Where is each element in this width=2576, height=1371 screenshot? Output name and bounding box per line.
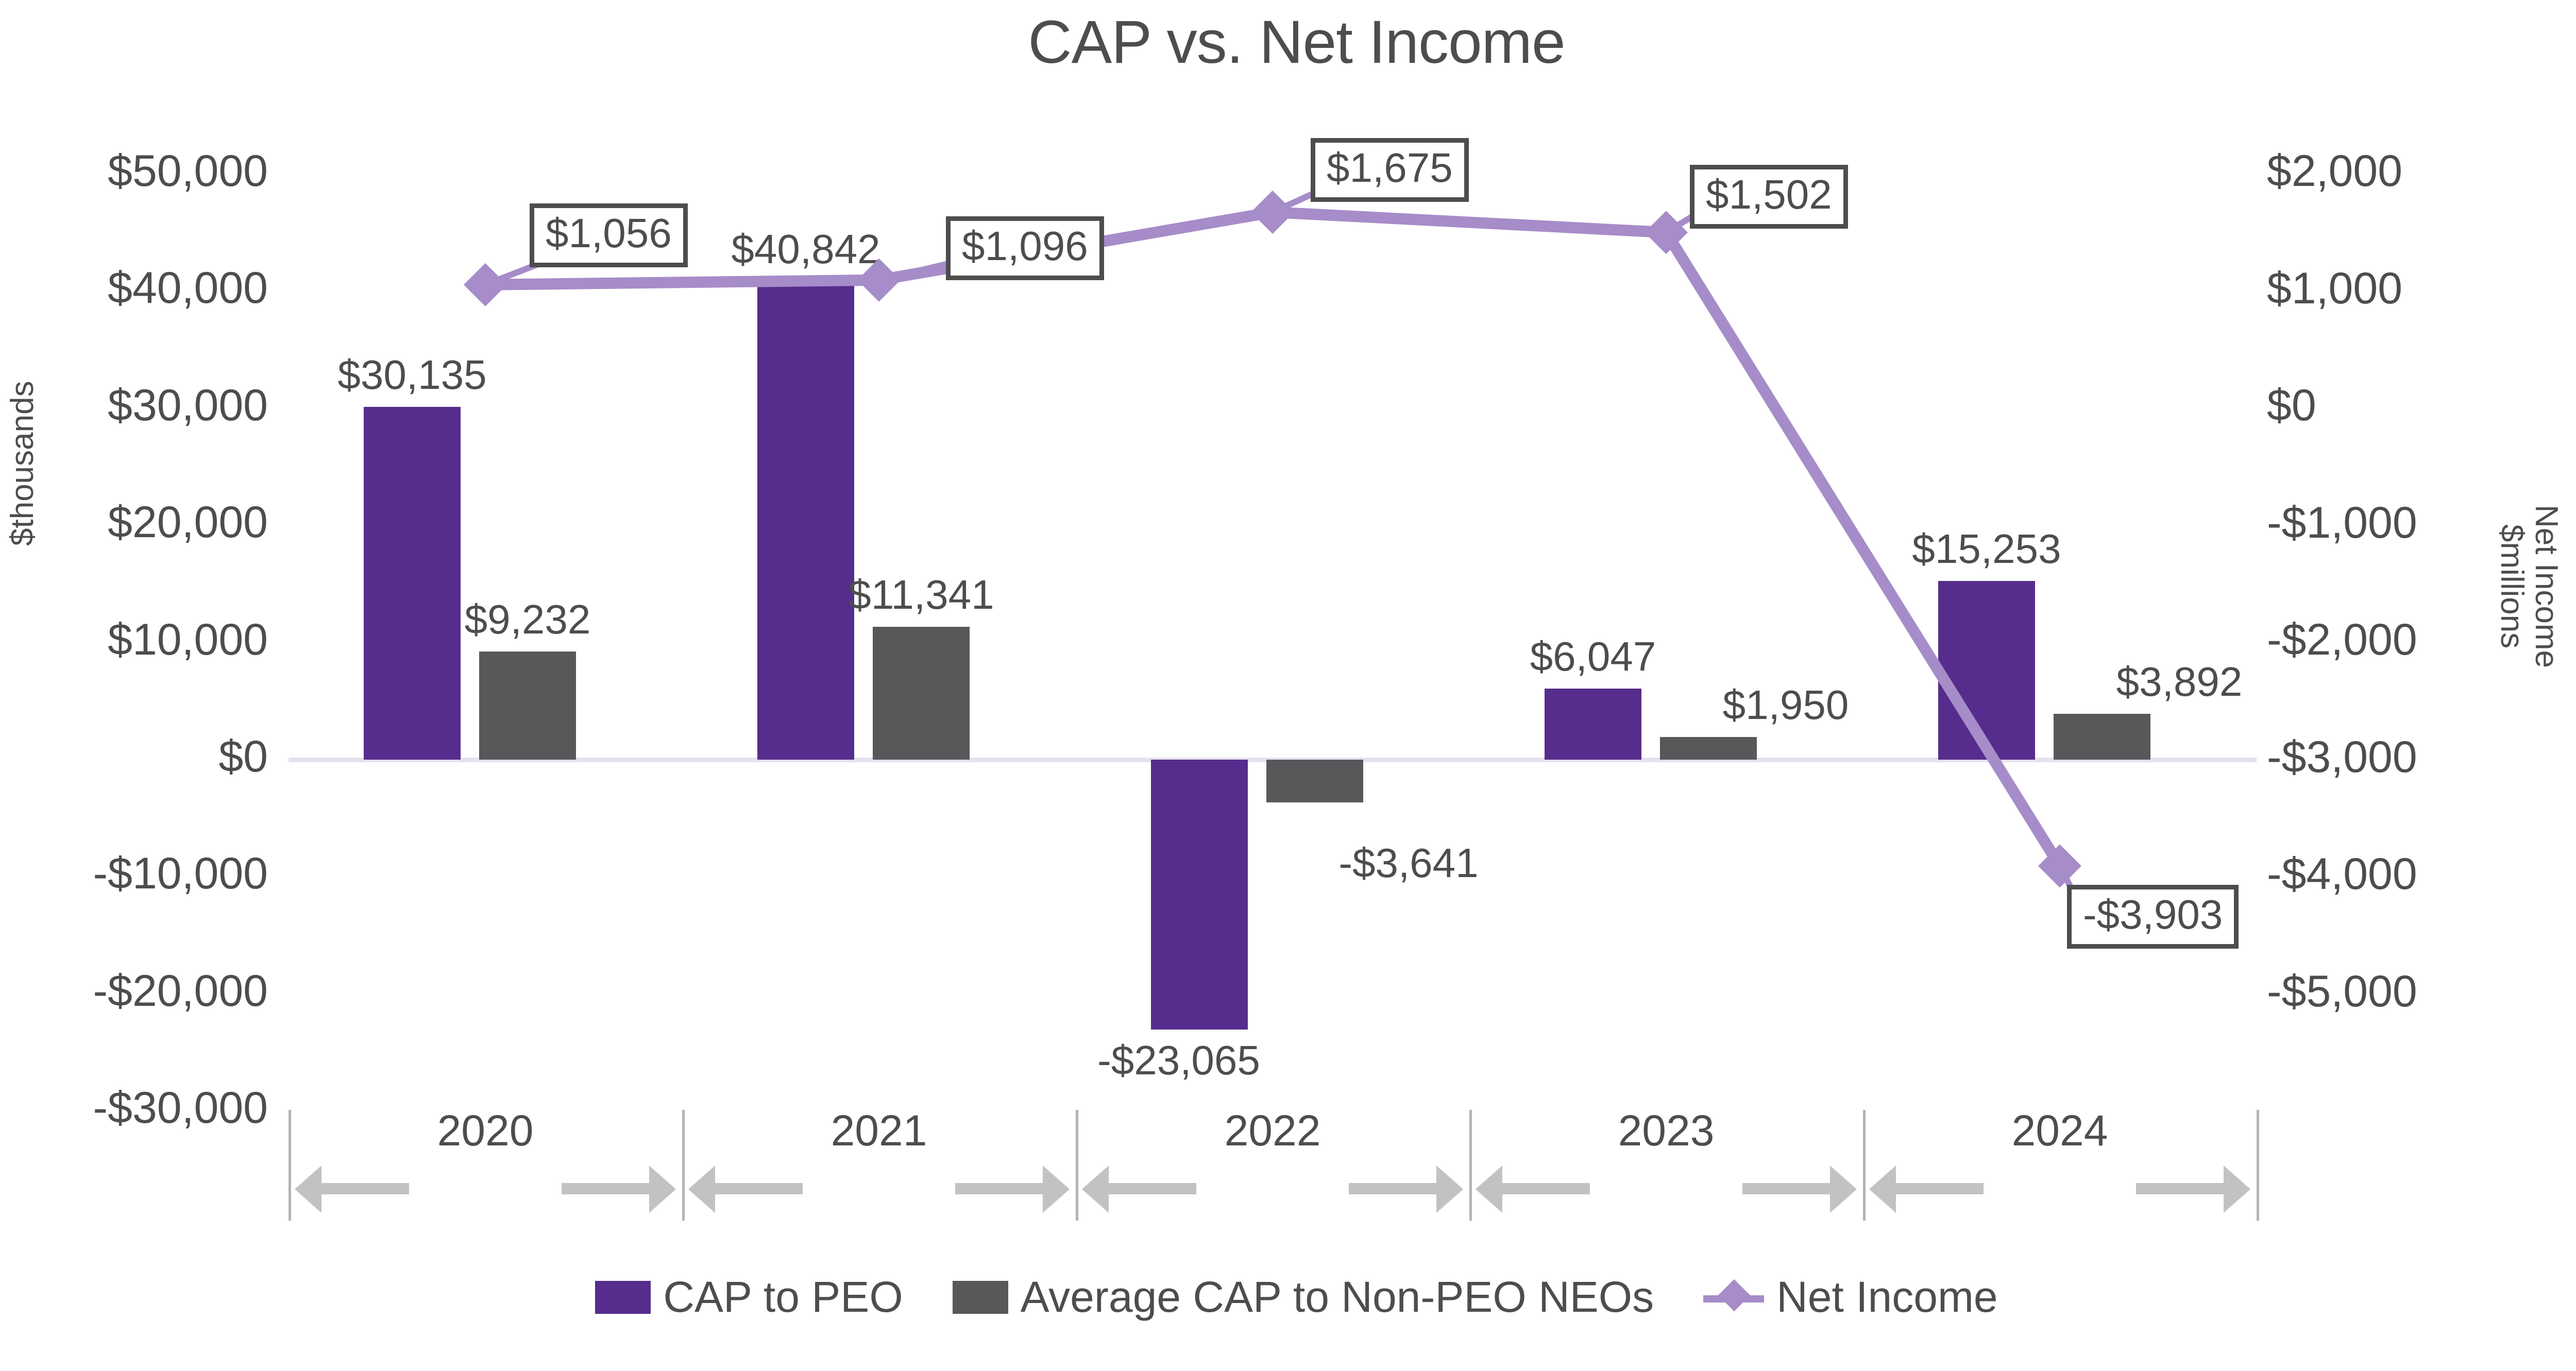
bar-value-label-avg-cap-non-peo-neos-2024: $3,892 <box>2116 659 2243 705</box>
right-axis-tick: -$4,000 <box>2267 849 2417 899</box>
net-income-marker-2022[interactable] <box>1251 190 1294 234</box>
left-axis-tick: $40,000 <box>108 263 268 313</box>
left-axis-tick: -$20,000 <box>93 966 268 1016</box>
x-axis-arrow-right-icon <box>649 1166 676 1213</box>
bar-value-label-cap-to-peo-2020: $30,135 <box>337 351 487 398</box>
x-axis-separator <box>1076 1110 1078 1221</box>
right-axis-tick: $1,000 <box>2267 263 2403 313</box>
legend-line-diamond-icon <box>1703 1279 1765 1311</box>
x-axis-arrow-left-icon <box>1082 1166 1109 1213</box>
net-income-marker-2024[interactable] <box>2038 844 2081 888</box>
x-axis-arrow-right-icon <box>1043 1166 1070 1213</box>
x-axis-year-2020: 2020 <box>437 1106 534 1155</box>
net-income-callout-2024[interactable]: -$3,903 <box>2067 885 2239 949</box>
bar-cap-to-peo-2020[interactable] <box>364 406 461 760</box>
net-income-marker-2023[interactable] <box>1645 211 1688 254</box>
legend-label: CAP to PEO <box>663 1273 903 1321</box>
x-axis-arrow-shaft-left <box>1502 1183 1590 1194</box>
x-axis-arrow-shaft-right <box>1742 1183 1830 1194</box>
x-axis-arrow-left-icon <box>688 1166 715 1213</box>
x-axis-year-2022: 2022 <box>1224 1106 1321 1155</box>
x-axis: 2020 2021 2022 2023 2024 <box>289 1106 2262 1223</box>
x-axis-arrow-right-icon <box>2224 1166 2250 1213</box>
x-axis-arrow-left-icon <box>295 1166 321 1213</box>
left-axis-tick: $30,000 <box>108 380 268 430</box>
bar-avg-cap-non-peo-neos-2022[interactable] <box>1266 760 1363 802</box>
x-axis-arrow-right-icon <box>1830 1166 1857 1213</box>
x-axis-arrow-shaft-left <box>1896 1183 1984 1194</box>
right-axis-tick: -$1,000 <box>2267 498 2417 547</box>
bar-value-label-avg-cap-non-peo-neos-2020: $9,232 <box>464 596 591 643</box>
x-axis-arrow-left-icon <box>1869 1166 1896 1213</box>
left-axis-tick: -$30,000 <box>93 1083 268 1133</box>
x-axis-separator <box>682 1110 685 1221</box>
net-income-callout-2023[interactable]: $1,502 <box>1690 165 1848 229</box>
right-axis-tick: $2,000 <box>2267 146 2403 196</box>
bar-avg-cap-non-peo-neos-2023[interactable] <box>1660 736 1757 760</box>
x-axis-separator <box>1469 1110 1472 1221</box>
left-axis-title-line2: $thousands <box>4 381 40 546</box>
bar-value-label-cap-to-peo-2024: $15,253 <box>1912 526 2061 572</box>
x-axis-arrow-shaft-left <box>321 1183 409 1194</box>
right-axis-tick: -$3,000 <box>2267 732 2417 782</box>
x-axis-separator <box>2257 1110 2259 1221</box>
x-axis-separator <box>289 1110 291 1221</box>
legend-item-0[interactable]: CAP to PEO <box>595 1272 903 1322</box>
left-axis-tick: $10,000 <box>108 614 268 664</box>
left-axis-tick: $50,000 <box>108 146 268 196</box>
legend-label: Average CAP to Non-PEO NEOs <box>1020 1273 1654 1321</box>
bar-avg-cap-non-peo-neos-2024[interactable] <box>2054 714 2150 760</box>
x-axis-year-2023: 2023 <box>1618 1106 1715 1155</box>
x-axis-arrow-left-icon <box>1476 1166 1502 1213</box>
legend-item-2[interactable]: Net Income <box>1703 1272 1998 1322</box>
x-axis-arrow-shaft-left <box>715 1183 803 1194</box>
bar-cap-to-peo-2022[interactable] <box>1151 760 1248 1030</box>
right-axis-title-line2: $millions <box>2494 524 2530 649</box>
x-axis-separator <box>1863 1110 1866 1221</box>
left-axis-tick: $0 <box>218 732 268 781</box>
right-axis-tick: -$2,000 <box>2267 615 2417 665</box>
left-axis-tick: -$10,000 <box>93 849 268 899</box>
left-axis-title: CAP $thousands <box>0 381 40 546</box>
bar-value-label-cap-to-peo-2021: $40,842 <box>731 226 880 272</box>
x-axis-arrow-shaft-right <box>955 1183 1043 1194</box>
chart-legend: CAP to PEO Average CAP to Non-PEO NEOs Net… <box>0 1272 2576 1322</box>
x-axis-arrow-right-icon <box>1436 1166 1463 1213</box>
x-axis-year-2024: 2024 <box>2011 1106 2108 1155</box>
bar-cap-to-peo-2023[interactable] <box>1545 689 1641 760</box>
bar-avg-cap-non-peo-neos-2020[interactable] <box>479 652 576 760</box>
right-axis-title: Net Income $millions <box>2494 505 2564 669</box>
bar-value-label-avg-cap-non-peo-neos-2022: -$3,641 <box>1338 840 1479 886</box>
right-axis-tick: $0 <box>2267 381 2316 431</box>
x-axis-arrow-shaft-right <box>562 1183 649 1194</box>
x-axis-year-2021: 2021 <box>831 1106 927 1155</box>
x-axis-arrow-shaft-right <box>2136 1183 2224 1194</box>
x-axis-arrow-shaft-right <box>1349 1183 1436 1194</box>
bar-value-label-avg-cap-non-peo-neos-2021: $11,341 <box>848 572 994 618</box>
right-axis-tick: -$5,000 <box>2267 966 2417 1016</box>
bar-cap-to-peo-2021[interactable] <box>757 281 854 760</box>
legend-swatch-icon <box>952 1280 1008 1314</box>
net-income-callout-2020[interactable]: $1,056 <box>530 203 688 268</box>
net-income-marker-2020[interactable] <box>464 263 507 306</box>
right-axis-title-line1: Net Income <box>2529 505 2564 669</box>
legend-swatch-icon <box>595 1280 651 1314</box>
bar-value-label-cap-to-peo-2022: -$23,065 <box>1097 1037 1260 1084</box>
bar-avg-cap-non-peo-neos-2021[interactable] <box>873 627 970 760</box>
bar-value-label-cap-to-peo-2023: $6,047 <box>1530 633 1656 680</box>
x-axis-arrow-shaft-left <box>1109 1183 1196 1194</box>
net-income-callout-2021[interactable]: $1,096 <box>946 216 1104 281</box>
chart-title: CAP vs. Net Income <box>1028 8 1565 76</box>
bar-value-label-avg-cap-non-peo-neos-2023: $1,950 <box>1722 681 1849 728</box>
legend-item-1[interactable]: Average CAP to Non-PEO NEOs <box>952 1272 1654 1322</box>
net-income-callout-2022[interactable]: $1,675 <box>1311 138 1469 202</box>
bar-cap-to-peo-2024[interactable] <box>1938 581 2035 760</box>
legend-label: Net Income <box>1776 1273 1998 1321</box>
left-axis-tick: $20,000 <box>108 498 268 547</box>
